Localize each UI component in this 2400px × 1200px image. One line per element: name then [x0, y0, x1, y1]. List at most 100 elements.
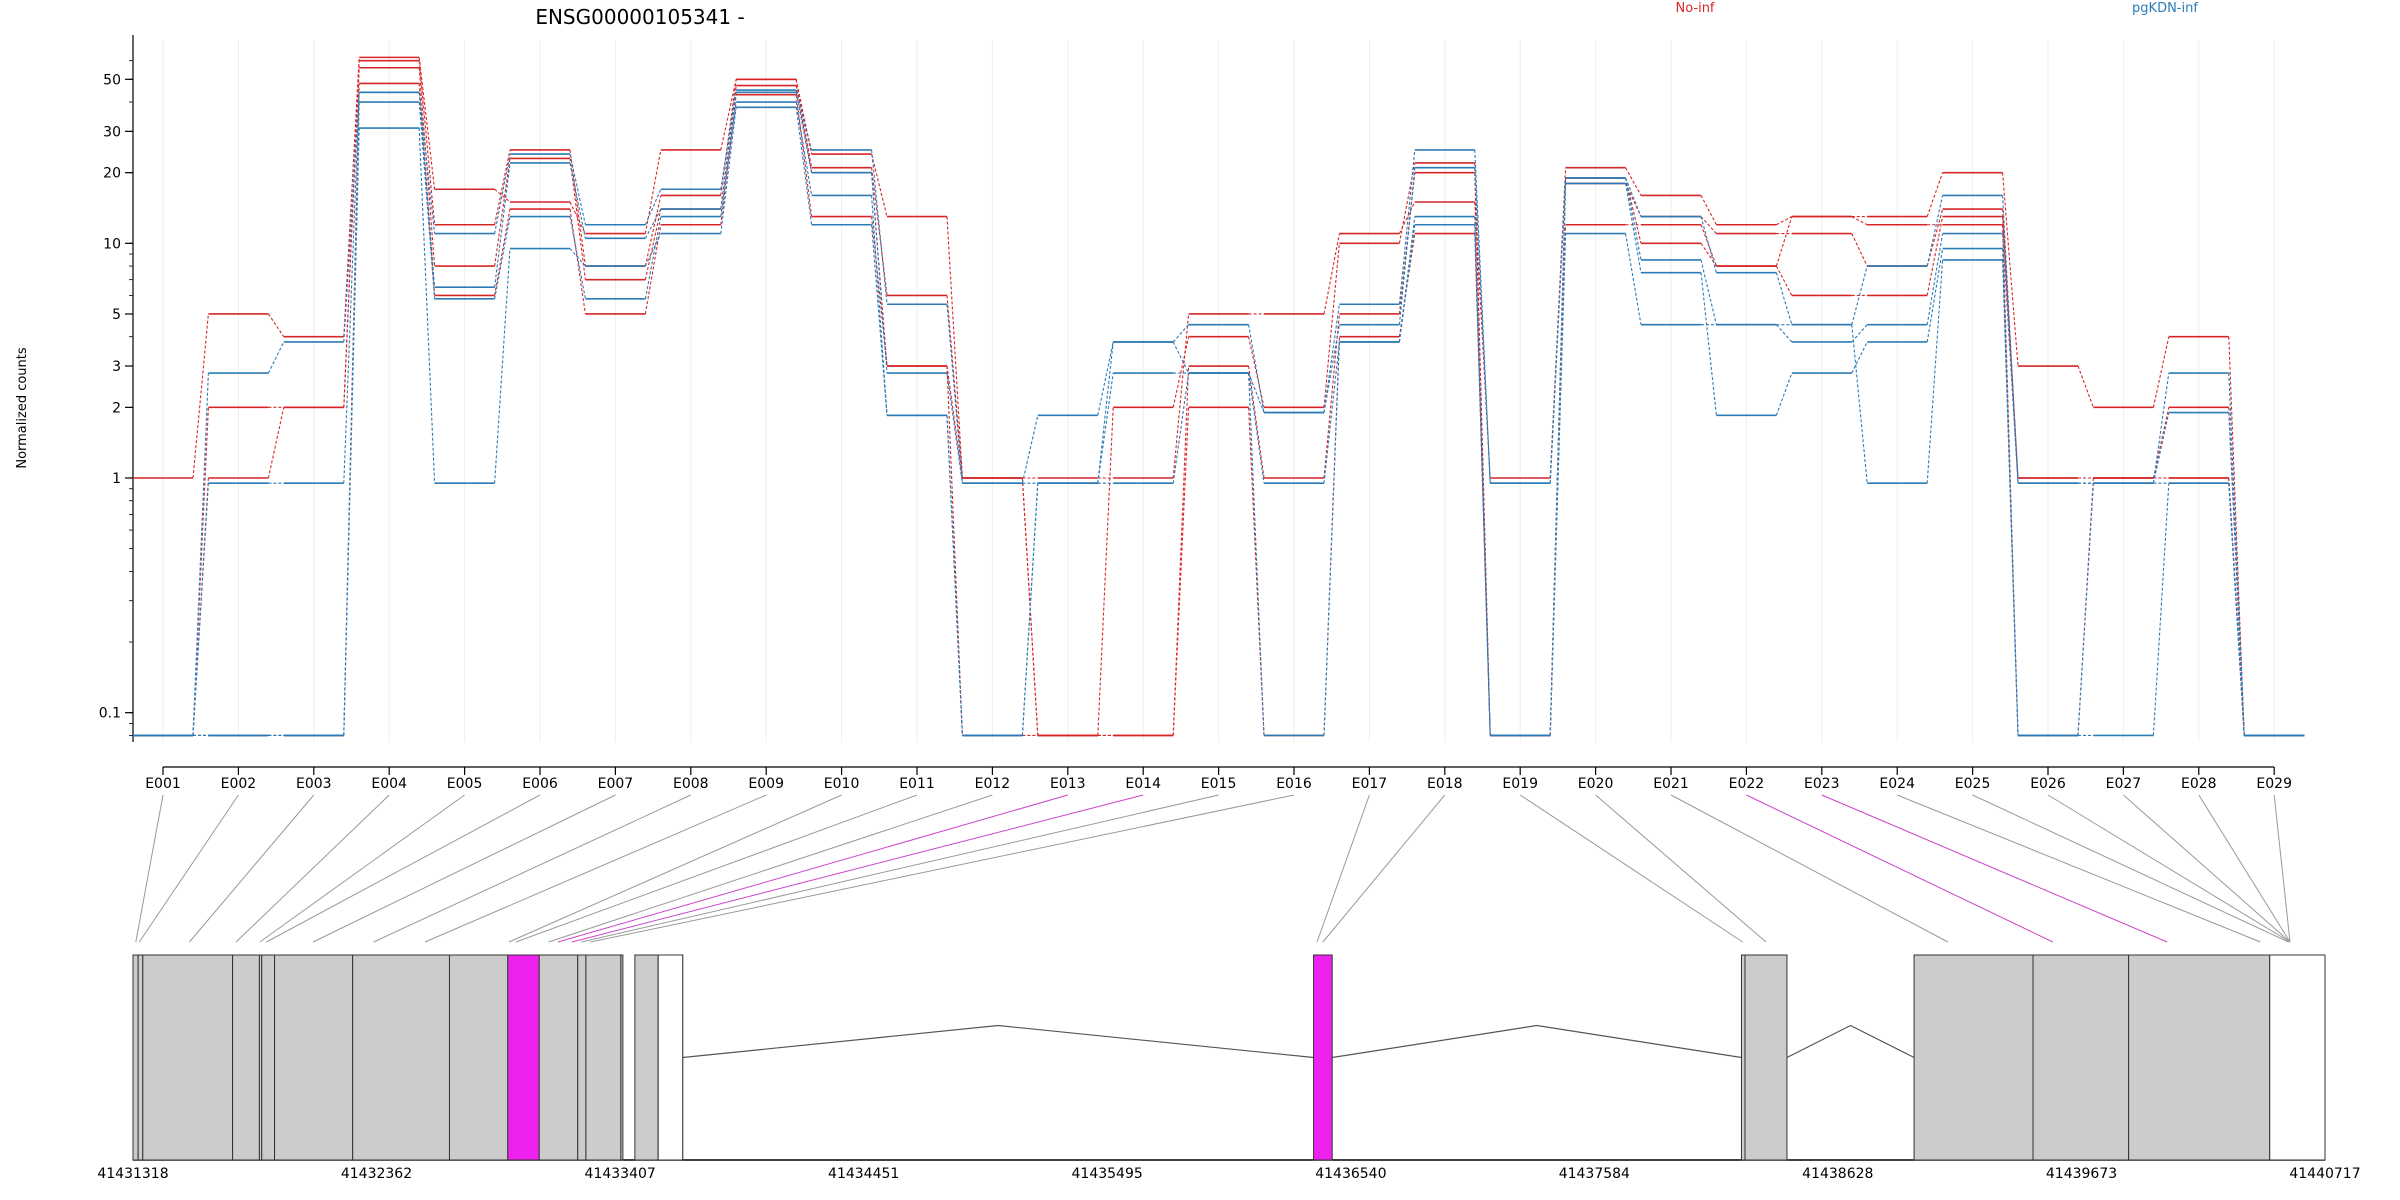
exon-block — [1913, 954, 2034, 1161]
exon-connector — [1595, 794, 1767, 943]
y-tick-label: 2 — [112, 400, 121, 416]
exon-connector — [1316, 794, 1370, 943]
y-tick-label: 0.1 — [99, 706, 121, 722]
x-tick-label: E010 — [824, 776, 860, 792]
exon-connector — [312, 794, 616, 943]
exon-connector — [138, 794, 239, 943]
exon-connector — [508, 794, 842, 943]
exon-block — [585, 954, 622, 1161]
x-tick-label: E023 — [1804, 776, 1840, 792]
exon-block — [352, 954, 450, 1161]
x-tick-label: E028 — [2181, 776, 2217, 792]
exon-connector — [266, 794, 541, 943]
exon-block — [137, 954, 144, 1161]
axes-layer: 0.1 1 2 3 5 10 20 30 50 E001 E002 E003 E004 E005 E006 E… — [99, 35, 2292, 792]
x-tick-label: E021 — [1653, 776, 1689, 792]
series-connector — [192, 92, 2245, 736]
x-tick-label: E013 — [1050, 776, 1086, 792]
exon-block — [448, 954, 509, 1161]
x-tick-label: E025 — [1955, 776, 1991, 792]
intron-line — [1786, 1024, 1915, 1059]
exon-block — [1740, 954, 1746, 1161]
y-tick-label: 20 — [103, 166, 121, 182]
exon-block — [232, 954, 260, 1161]
exon-connector — [1519, 794, 1743, 943]
coordinate-label: 41436540 — [1315, 1166, 1386, 1182]
exon-connector — [1670, 794, 1949, 943]
exon-connector — [189, 794, 315, 943]
exon-connector — [2047, 794, 2291, 943]
x-tick-label: E016 — [1276, 776, 1312, 792]
exon-connector — [373, 794, 692, 943]
exon-block — [657, 954, 684, 1161]
legend-no-inf: No-inf — [1675, 1, 1714, 16]
x-tick-label: E027 — [2106, 776, 2142, 792]
coordinate-label: 41432362 — [341, 1166, 412, 1182]
gene-model-layer: 41431318 41432362 41433407 41434451 41435495… — [97, 954, 2361, 1182]
x-tick-label: E011 — [899, 776, 935, 792]
x-tick-label: E020 — [1578, 776, 1614, 792]
coordinate-label: 41438628 — [1802, 1166, 1873, 1182]
exon-connector — [2273, 794, 2291, 943]
x-tick-label: E008 — [673, 776, 709, 792]
x-tick-label: E005 — [447, 776, 483, 792]
exon-connector — [259, 794, 465, 943]
exon-block — [620, 954, 624, 1161]
exon-connector — [1821, 794, 2168, 943]
coordinate-label: 41440717 — [2289, 1166, 2360, 1182]
y-tick-label: 30 — [103, 124, 121, 140]
y-tick-label: 1 — [112, 471, 121, 487]
series-connector — [193, 107, 2245, 736]
grid-layer — [162, 40, 2275, 742]
exon-connector — [581, 794, 1219, 943]
legend-pgkdn-inf: pgKDN-inf — [2132, 1, 2198, 16]
x-tick-label: E002 — [221, 776, 257, 792]
exon-block — [261, 954, 276, 1161]
connector-layer — [135, 794, 2291, 943]
exon-connector — [235, 794, 390, 943]
exon-connector — [1746, 794, 2054, 943]
coordinate-label: 41431318 — [97, 1166, 168, 1182]
exon-connector — [590, 794, 1295, 943]
series-pgkdn-inf-8 — [133, 106, 2305, 737]
exon-block — [274, 954, 354, 1161]
y-tick-label: 3 — [112, 359, 121, 375]
x-tick-label: E012 — [975, 776, 1011, 792]
exon-connector — [1972, 794, 2289, 943]
x-tick-label: E009 — [748, 776, 784, 792]
exon-connector — [515, 794, 918, 943]
exon-connector — [548, 794, 993, 943]
y-tick-label: 10 — [103, 236, 121, 252]
x-tick-label: E019 — [1502, 776, 1538, 792]
x-tick-label: E017 — [1352, 776, 1388, 792]
x-tick-label: E022 — [1729, 776, 1765, 792]
intron-line — [682, 1024, 1314, 1059]
x-tick-label: E018 — [1427, 776, 1463, 792]
exon-block — [1313, 954, 1333, 1161]
x-tick-label: E001 — [145, 776, 181, 792]
exon-connector — [2198, 794, 2291, 943]
x-tick-label: E014 — [1125, 776, 1161, 792]
exon-connector — [1897, 794, 2261, 943]
x-tick-label: E003 — [296, 776, 332, 792]
exon-connector — [571, 794, 1144, 943]
coordinate-label: 41439673 — [2046, 1166, 2117, 1182]
x-tick-label: E024 — [1879, 776, 1915, 792]
exon-connector — [424, 794, 767, 943]
x-tick-label: E015 — [1201, 776, 1237, 792]
exon-block — [634, 954, 659, 1161]
exon-block — [142, 954, 234, 1161]
coordinate-label: 41437584 — [1559, 1166, 1630, 1182]
exon-block — [538, 954, 579, 1161]
x-tick-label: E029 — [2256, 776, 2292, 792]
y-tick-label: 5 — [112, 307, 121, 323]
exon-block — [2032, 954, 2130, 1161]
exon-connector — [1322, 794, 1446, 943]
exon-connector — [2123, 794, 2291, 943]
y-axis-label: Normalized counts — [15, 347, 30, 469]
exon-block — [2128, 954, 2271, 1161]
exon-block — [1744, 954, 1788, 1161]
exon-connector — [135, 794, 164, 943]
x-tick-label: E006 — [522, 776, 558, 792]
